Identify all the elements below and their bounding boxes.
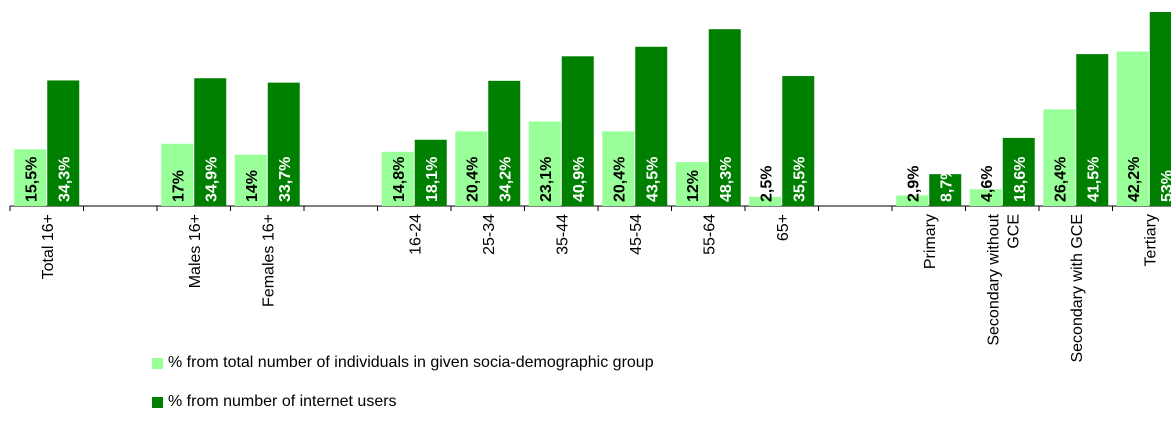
data-label-total: 42,2% bbox=[1126, 157, 1143, 202]
x-tick-label: GCE bbox=[1005, 214, 1022, 249]
data-label-internet: 34,3% bbox=[56, 157, 73, 202]
bar-internet bbox=[929, 174, 962, 206]
bar-internet bbox=[1149, 12, 1171, 206]
bar-total bbox=[161, 143, 194, 206]
data-label-internet: 41,5% bbox=[1085, 157, 1102, 202]
bar-total bbox=[1043, 109, 1076, 206]
bar-internet bbox=[414, 139, 447, 206]
x-tick-label: Primary bbox=[922, 214, 939, 269]
legend-item-internet: % from number of internet users bbox=[152, 393, 397, 411]
bar-total bbox=[14, 149, 47, 206]
bar-total bbox=[455, 131, 488, 206]
legend-label-internet: % from number of internet users bbox=[168, 393, 397, 410]
data-label-internet: 18,6% bbox=[1012, 157, 1029, 202]
data-label-internet: 53% bbox=[1159, 170, 1171, 202]
x-tick-label: Secondary with GCE bbox=[1069, 214, 1086, 363]
x-tick-label: Males 16+ bbox=[187, 214, 204, 288]
data-label-total: 15,5% bbox=[23, 157, 40, 202]
data-label-total: 2,9% bbox=[905, 166, 922, 202]
x-tick-label: 65+ bbox=[775, 214, 792, 241]
bar-total bbox=[1116, 51, 1149, 206]
data-label-internet: 43,5% bbox=[644, 157, 661, 202]
legend-label-total: % from total number of individuals in gi… bbox=[168, 354, 654, 371]
bar-internet bbox=[488, 80, 521, 206]
bar-total bbox=[381, 151, 414, 206]
data-label-internet: 18,1% bbox=[424, 157, 441, 202]
legend-item-total: % from total number of individuals in gi… bbox=[152, 354, 654, 372]
data-label-total: 4,6% bbox=[979, 166, 996, 202]
data-label-total: 2,5% bbox=[758, 166, 775, 202]
bar-total bbox=[896, 195, 929, 206]
data-label-total: 12% bbox=[685, 170, 702, 202]
data-label-total: 20,4% bbox=[611, 157, 628, 202]
bar-internet bbox=[708, 29, 741, 207]
x-tick-label: 25-34 bbox=[481, 214, 498, 255]
x-tick-label: Secondary without bbox=[985, 213, 1002, 345]
bar-internet bbox=[267, 82, 300, 206]
bar-total bbox=[749, 196, 782, 206]
bar-internet bbox=[782, 76, 815, 206]
bar-internet bbox=[635, 46, 668, 206]
data-label-total: 14% bbox=[244, 170, 261, 202]
bar-total bbox=[234, 154, 267, 206]
data-label-internet: 40,9% bbox=[571, 157, 588, 202]
x-tick-label: Total 16+ bbox=[40, 214, 57, 279]
data-label-internet: 35,5% bbox=[791, 157, 808, 202]
data-label-total: 26,4% bbox=[1052, 157, 1069, 202]
bar-total bbox=[602, 131, 635, 206]
data-label-internet: 8,7% bbox=[938, 166, 955, 202]
data-label-total: 14,8% bbox=[391, 157, 408, 202]
data-label-total: 23,1% bbox=[538, 157, 555, 202]
bar-internet bbox=[47, 80, 80, 206]
data-label-internet: 34,9% bbox=[203, 157, 220, 202]
x-tick-label: 45-54 bbox=[628, 214, 645, 255]
legend-swatch-internet bbox=[152, 396, 163, 408]
bar-total bbox=[969, 189, 1002, 206]
data-label-total: 20,4% bbox=[464, 157, 481, 202]
x-tick-label: 55-64 bbox=[701, 214, 718, 255]
bar-total bbox=[528, 121, 561, 206]
data-label-total: 17% bbox=[170, 170, 187, 202]
bar-internet bbox=[561, 56, 594, 207]
bar-total bbox=[675, 162, 708, 206]
x-tick-label: 16-24 bbox=[407, 214, 424, 255]
legend-swatch-total bbox=[152, 357, 163, 369]
data-label-internet: 48,3% bbox=[718, 157, 735, 202]
x-tick-label: Tertiary bbox=[1142, 214, 1159, 266]
bar-internet bbox=[1002, 137, 1035, 206]
x-tick-label: Females 16+ bbox=[260, 214, 277, 307]
bar-internet bbox=[194, 78, 227, 206]
bar-internet bbox=[1076, 54, 1109, 206]
x-tick-label: 35-44 bbox=[554, 214, 571, 255]
data-label-internet: 33,7% bbox=[277, 157, 294, 202]
data-label-internet: 34,2% bbox=[497, 157, 514, 202]
